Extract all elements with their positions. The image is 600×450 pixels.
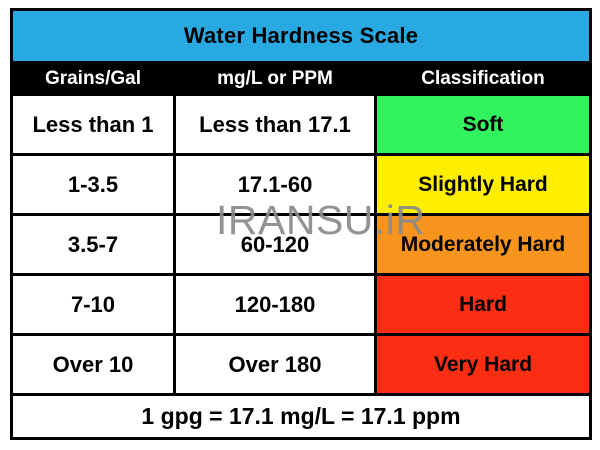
table-cell-grains: Over 10 [13, 336, 173, 393]
table-cell-ppm: Over 180 [176, 336, 374, 393]
column-header-classification: Classification [377, 64, 589, 93]
classification-badge-very-hard: Very Hard [377, 336, 589, 393]
table-cell-grains: Less than 1 [13, 96, 173, 153]
table-cell-ppm: 120-180 [176, 276, 374, 333]
table-cell-grains: 7-10 [13, 276, 173, 333]
table-cell-ppm: Less than 17.1 [176, 96, 374, 153]
table-cell-ppm: 60-120 [176, 216, 374, 273]
table-cell-grains: 3.5-7 [13, 216, 173, 273]
classification-badge-hard: Hard [377, 276, 589, 333]
classification-badge-soft: Soft [377, 96, 589, 153]
classification-badge-slightly-hard: Slightly Hard [377, 156, 589, 213]
conversion-footnote: 1 gpg = 17.1 mg/L = 17.1 ppm [13, 396, 589, 437]
classification-badge-moderately-hard: Moderately Hard [377, 216, 589, 273]
column-header-grains-gal: Grains/Gal [13, 64, 173, 93]
column-header-mgl-ppm: mg/L or PPM [176, 64, 374, 93]
table-cell-grains: 1-3.5 [13, 156, 173, 213]
water-hardness-table: Water Hardness Scale Grains/Gal mg/L or … [10, 8, 592, 440]
table-title: Water Hardness Scale [13, 11, 589, 61]
table-cell-ppm: 17.1-60 [176, 156, 374, 213]
